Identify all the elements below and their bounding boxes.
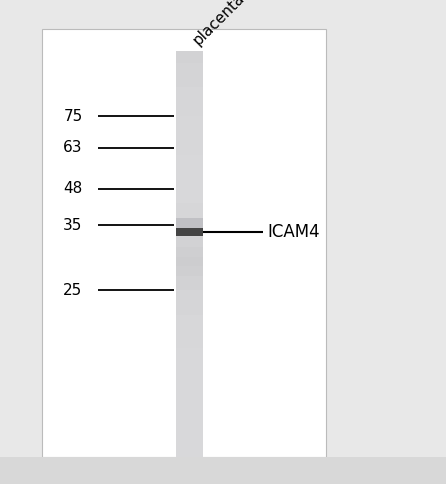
Text: ICAM4: ICAM4: [268, 223, 320, 242]
Bar: [176, 290, 203, 315]
Bar: [176, 266, 203, 276]
Text: 35: 35: [63, 218, 83, 232]
Bar: [176, 218, 203, 228]
Bar: [176, 51, 203, 457]
Bar: [176, 426, 203, 457]
Text: 63: 63: [63, 140, 83, 155]
Bar: [176, 387, 203, 426]
Bar: [176, 63, 203, 87]
Bar: [176, 237, 203, 247]
Bar: [176, 257, 203, 266]
Bar: [176, 155, 203, 203]
Text: 75: 75: [63, 109, 83, 123]
Bar: [176, 247, 203, 257]
Bar: [176, 228, 203, 236]
Bar: [176, 223, 203, 237]
Bar: [0, 457, 446, 484]
Bar: [176, 87, 203, 116]
Bar: [328, 29, 446, 457]
Text: 25: 25: [63, 283, 83, 298]
Bar: [176, 116, 203, 155]
Text: placenta: placenta: [190, 0, 247, 48]
Bar: [176, 51, 203, 63]
Bar: [176, 348, 203, 387]
Bar: [176, 276, 203, 290]
Bar: [176, 203, 203, 223]
Text: 48: 48: [63, 182, 83, 196]
Bar: [176, 315, 203, 348]
Bar: [42, 29, 326, 457]
